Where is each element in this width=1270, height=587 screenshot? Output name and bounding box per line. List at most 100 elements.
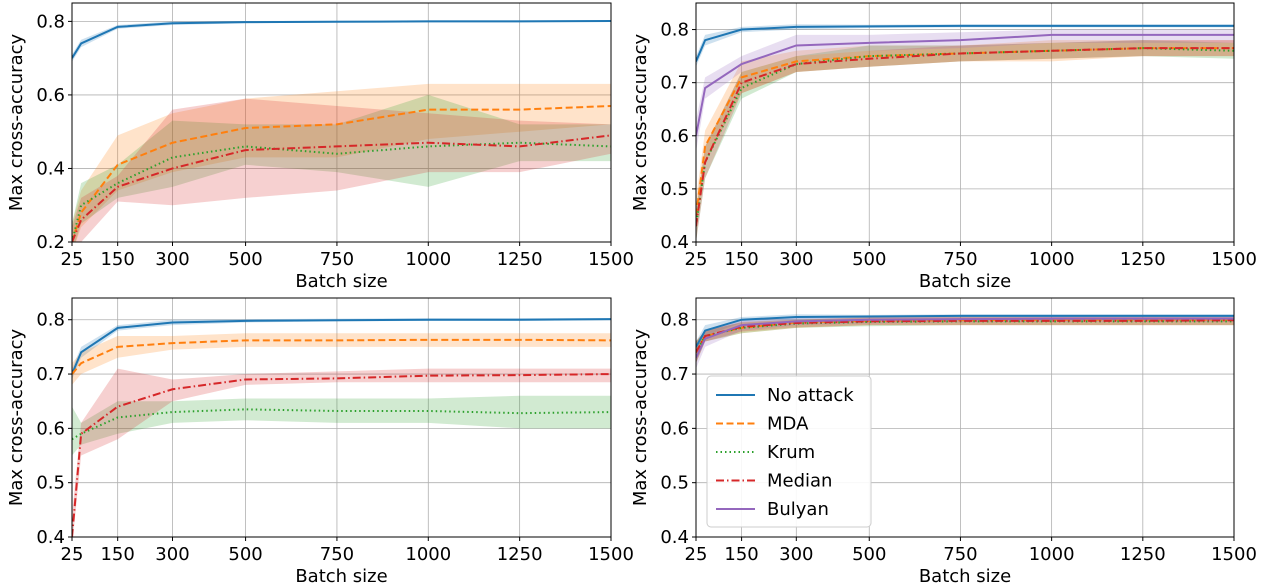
band-median — [72, 368, 611, 537]
band-bulyan — [696, 29, 1234, 152]
x-tick-label: 300 — [779, 544, 813, 565]
x-tick-label: 750 — [943, 249, 977, 270]
y-axis-label: Max cross-accuracy — [630, 33, 651, 211]
y-axis-label: Max cross-accuracy — [6, 33, 27, 211]
x-tick-label: 150 — [724, 544, 758, 565]
chart-panel-bottom-left: 25 150 300 500 750 1000 1250 1500 0.4 0.5 0.6 0.7 0.… — [6, 297, 634, 587]
y-tick-label: 0.6 — [36, 418, 65, 439]
plot-area — [696, 314, 1234, 369]
plot-area — [72, 20, 611, 242]
x-axis-label: Batch size — [919, 566, 1011, 587]
y-tick-label: 0.8 — [660, 20, 689, 41]
chart-panel-top-left: 25 150 300 500 750 1000 1250 1500 0.2 0.4 0.6 0.8 Ba… — [6, 2, 634, 292]
y-tick-label: 0.6 — [660, 418, 689, 439]
series-line-mda — [72, 104, 611, 242]
y-tick-label: 0.7 — [660, 364, 689, 385]
x-tick-label: 1250 — [1120, 544, 1166, 565]
x-tick-label: 1250 — [1120, 249, 1166, 270]
x-tick-label: 500 — [228, 249, 262, 270]
axes-frame — [71, 297, 612, 538]
x-tick-label: 25 — [685, 249, 708, 270]
x-axis-label: Batch size — [919, 271, 1011, 292]
y-tick-label: 0.6 — [660, 126, 689, 147]
x-tick-label: 1000 — [1029, 544, 1075, 565]
y-tick-label: 0.7 — [36, 364, 65, 385]
x-tick-label: 150 — [724, 249, 758, 270]
y-tick-label: 0.4 — [36, 158, 65, 179]
y-axis-label: Max cross-accuracy — [6, 328, 27, 506]
x-tick-label: 750 — [943, 544, 977, 565]
x-tick-label: 500 — [852, 544, 886, 565]
legend-label-no-attack: No attack — [767, 385, 854, 406]
y-tick-label: 0.4 — [36, 527, 65, 548]
x-tick-label: 1500 — [1211, 544, 1257, 565]
axes-frame — [695, 297, 1235, 538]
band-krum — [696, 317, 1234, 364]
x-tick-label: 300 — [155, 249, 189, 270]
legend-label-median: Median — [767, 471, 832, 492]
x-tick-label: 1250 — [497, 544, 543, 565]
plot-area — [72, 318, 611, 537]
series-line-mda — [696, 318, 1234, 353]
x-tick-label: 300 — [779, 249, 813, 270]
legend: No attack MDA Krum Median Bulyan — [706, 375, 872, 528]
series-line-no-attack — [72, 20, 611, 59]
x-axis-label: Batch size — [295, 271, 387, 292]
band-no-attack — [72, 20, 611, 62]
series-line-krum — [72, 141, 611, 242]
band-krum — [72, 94, 611, 242]
x-tick-label: 1250 — [497, 249, 543, 270]
y-tick-label: 0.2 — [36, 232, 65, 253]
y-tick-label: 0.8 — [36, 11, 65, 32]
x-tick-label: 1000 — [405, 249, 451, 270]
y-tick-label: 0.8 — [36, 310, 65, 331]
legend-label-mda: MDA — [767, 414, 809, 435]
chart-panel-top-right: 25 150 300 500 750 1000 1250 1500 0.4 0.5 0.6 0.7 0.… — [630, 2, 1257, 292]
y-tick-label: 0.8 — [660, 310, 689, 331]
series-line-median — [696, 319, 1234, 353]
x-tick-label: 750 — [320, 544, 354, 565]
series-line-bulyan — [696, 33, 1234, 136]
y-tick-label: 0.5 — [660, 179, 689, 200]
axes-frame — [71, 2, 612, 243]
x-tick-label: 500 — [852, 249, 886, 270]
x-tick-label: 25 — [685, 544, 708, 565]
series-line-no-attack — [696, 24, 1234, 62]
x-tick-label: 150 — [100, 249, 134, 270]
series-line-mda — [72, 338, 611, 375]
x-tick-label: 300 — [155, 544, 189, 565]
series-line-bulyan — [696, 317, 1234, 359]
x-tick-label: 1000 — [1029, 249, 1075, 270]
chart-panel-bottom-right: 25 150 300 500 750 1000 1250 1500 0.4 0.5 0.6 0.7 0.… — [630, 297, 1257, 587]
legend-label-krum: Krum — [767, 442, 815, 463]
legend-label-bulyan: Bulyan — [767, 499, 829, 520]
y-tick-label: 0.4 — [660, 527, 689, 548]
x-tick-label: 25 — [61, 544, 84, 565]
series-line-median — [696, 47, 1234, 227]
axes-frame — [695, 2, 1235, 243]
band-no-attack — [696, 314, 1234, 353]
y-axis-label: Max cross-accuracy — [630, 328, 651, 506]
series-line-krum — [696, 320, 1234, 353]
band-median — [72, 98, 611, 242]
band-mda — [696, 317, 1234, 364]
band-mda — [72, 333, 611, 385]
y-tick-label: 0.6 — [36, 85, 65, 106]
series-line-krum — [72, 408, 611, 441]
band-median — [696, 317, 1234, 364]
x-tick-label: 750 — [320, 249, 354, 270]
series-line-no-attack — [72, 318, 611, 375]
x-tick-label: 1500 — [588, 249, 634, 270]
y-tick-label: 0.7 — [660, 73, 689, 94]
x-tick-label: 1000 — [405, 544, 451, 565]
x-tick-label: 25 — [61, 249, 84, 270]
plot-area — [696, 24, 1234, 242]
x-tick-label: 1500 — [588, 544, 634, 565]
series-line-median — [72, 134, 611, 242]
y-tick-label: 0.5 — [660, 473, 689, 494]
x-tick-label: 500 — [228, 544, 262, 565]
legend-box — [706, 375, 872, 528]
x-axis-label: Batch size — [295, 566, 387, 587]
series-line-median — [72, 373, 611, 537]
